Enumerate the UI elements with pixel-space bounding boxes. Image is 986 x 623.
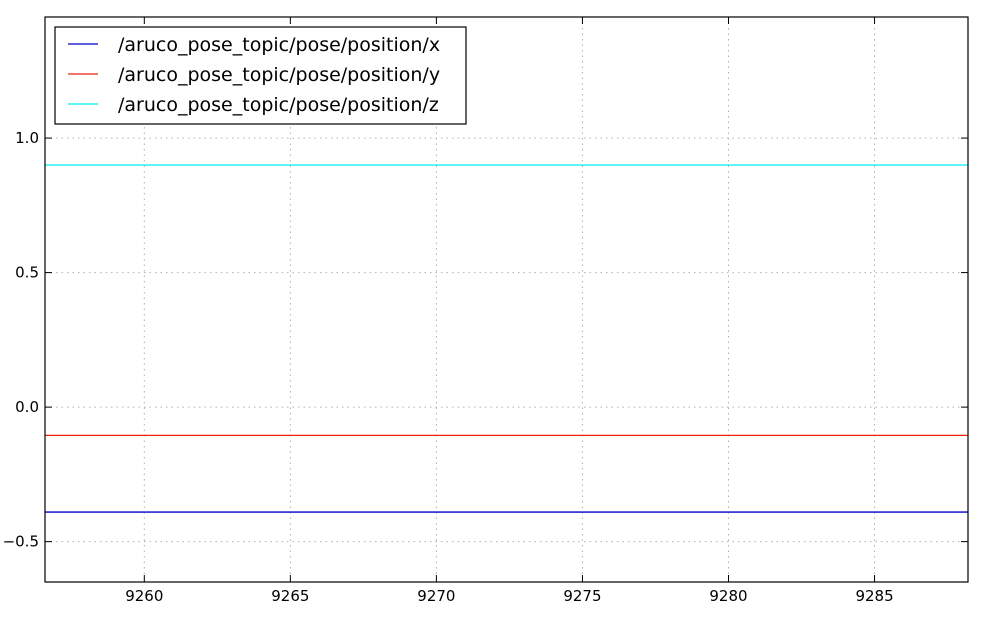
x-tick-label: 9260 bbox=[125, 587, 163, 605]
y-tick-labels: −0.5 0.0 0.5 1.0 bbox=[3, 129, 39, 551]
y-tick-label: 0.0 bbox=[15, 398, 39, 416]
series-lines bbox=[45, 164, 968, 513]
x-tick-label: 9275 bbox=[563, 587, 601, 605]
y-tick-label: 1.0 bbox=[15, 129, 39, 147]
y-tick-label: 0.5 bbox=[15, 264, 39, 282]
legend-label: /aruco_pose_topic/pose/position/z bbox=[118, 94, 439, 116]
x-tick-labels: 9260 9265 9270 9275 9280 9285 bbox=[125, 587, 893, 605]
legend-entry: /aruco_pose_topic/pose/position/z bbox=[68, 94, 439, 116]
legend-label: /aruco_pose_topic/pose/position/y bbox=[118, 64, 440, 86]
x-tick-label: 9280 bbox=[709, 587, 747, 605]
y-tick-label: −0.5 bbox=[3, 533, 39, 551]
plot-frame bbox=[44, 16, 969, 583]
x-tick-label: 9285 bbox=[855, 587, 893, 605]
legend-label: /aruco_pose_topic/pose/position/x bbox=[118, 34, 440, 56]
legend-entry: /aruco_pose_topic/pose/position/x bbox=[68, 34, 440, 56]
axis-ticks bbox=[45, 17, 968, 582]
legend-box bbox=[54, 26, 467, 125]
x-tick-label: 9270 bbox=[417, 587, 455, 605]
legend: /aruco_pose_topic/pose/position/x/aruco_… bbox=[54, 26, 467, 125]
x-tick-label: 9265 bbox=[271, 587, 309, 605]
legend-entry: /aruco_pose_topic/pose/position/y bbox=[68, 64, 440, 86]
